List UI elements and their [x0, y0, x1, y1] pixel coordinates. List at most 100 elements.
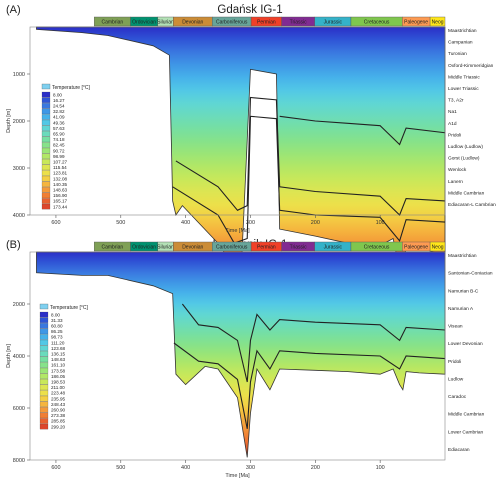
period-label: Triassic [290, 20, 308, 26]
legend-value: 223.48 [51, 391, 65, 396]
horizon-line [175, 96, 446, 216]
legend-value: 148.63 [51, 357, 65, 362]
x-axis-label: Time [Ma] [225, 473, 250, 479]
formation-label: Visean [448, 324, 463, 330]
legend-value: 211.00 [51, 385, 65, 390]
x-tick-label: 400 [181, 465, 190, 471]
legend-value: 74.18 [53, 137, 65, 142]
legend-title: Temperature [°C] [50, 305, 88, 311]
legend-value: 248.43 [51, 402, 65, 407]
legend-swatch [39, 345, 49, 351]
period-label: Neog [432, 245, 444, 251]
period-label: Jurassic [324, 20, 343, 26]
legend-swatch [39, 362, 49, 368]
legend-swatch [41, 175, 51, 182]
legend-value: 299.20 [51, 424, 65, 429]
legend-value: 16.27 [53, 98, 65, 103]
period-label: Paleogene [404, 20, 428, 26]
legend-value: 98.99 [53, 154, 65, 159]
legend-swatch [39, 412, 49, 419]
y-tick-label: 2000 [13, 302, 25, 308]
legend-swatch [39, 384, 49, 391]
legend-swatch [39, 395, 49, 402]
legend-value: 98.73 [51, 335, 63, 340]
legend-swatch [41, 103, 51, 109]
x-tick-label: 600 [51, 465, 60, 471]
legend-value: 49.36 [53, 120, 65, 125]
chart-panel-b: Cambrian Ordovician Silurian Devonian Carbon… [6, 241, 493, 479]
period-label: Cambrian [102, 20, 124, 26]
x-tick-label: 200 [311, 220, 320, 226]
period-label: Neog [432, 20, 444, 26]
formation-label: Gorst (Ludlow) [448, 156, 480, 162]
legend-swatch [41, 192, 51, 199]
horizon-line [181, 303, 446, 383]
legend-value: 8.00 [51, 312, 60, 317]
panel-label-b: (B) [6, 239, 21, 251]
legend-value: 285.85 [51, 419, 65, 424]
legend-swatch [39, 423, 49, 430]
formation-label: Middle Cambrian [448, 190, 485, 196]
period-label: Paleogene [404, 245, 428, 251]
period-label: Cambrian [102, 245, 124, 251]
legend-swatch [39, 323, 49, 329]
y-tick-label: 4000 [13, 213, 25, 219]
legend-value: 115.54 [53, 165, 67, 170]
x-tick-label: 500 [116, 465, 125, 471]
period-label: Cretaceous [364, 20, 390, 26]
legend-value: 107.27 [53, 160, 67, 165]
formation-label: Lanern [448, 179, 463, 185]
period-label: Silurian [157, 245, 174, 251]
y-tick-label: 3000 [13, 166, 25, 172]
legend-value: 123.81 [53, 171, 67, 176]
legend-value: 123.68 [51, 346, 65, 351]
x-tick-label: 100 [376, 465, 385, 471]
legend-swatch [41, 114, 51, 120]
legend-swatch [39, 367, 49, 374]
period-label: Triassic [290, 245, 308, 251]
formation-label: Pridoli [448, 359, 461, 365]
legend-swatch [39, 401, 49, 407]
legend-swatch [39, 390, 49, 396]
legend-title-swatch [39, 303, 49, 310]
x-tick-label: 500 [116, 220, 125, 226]
formation-label: Middle Cambrian [448, 412, 485, 418]
legend-value: 132.08 [53, 176, 67, 181]
legend-swatch [41, 136, 51, 143]
legend-swatch [41, 91, 51, 98]
formation-label: Santonian-Coniacian [448, 271, 493, 277]
legend-value: 90.72 [53, 148, 65, 153]
legend-value: 165.17 [53, 199, 67, 204]
legend-value: 60.80 [51, 324, 63, 329]
legend-swatch [41, 125, 51, 131]
period-label: Carboniferous [216, 20, 248, 26]
period-label: Silurian [157, 20, 174, 26]
legend-value: 235.95 [51, 396, 65, 401]
formation-label: Lower Cambrian [448, 429, 484, 435]
legend-swatch [39, 317, 49, 323]
legend-swatch [41, 97, 51, 103]
formation-label: Ludlow [448, 376, 464, 382]
legend-swatch [41, 181, 51, 187]
formation-label: Na1 [448, 109, 457, 115]
legend-swatch [41, 164, 51, 171]
period-label: Devonian [182, 20, 203, 26]
legend-value: 161.10 [51, 363, 65, 368]
formation-label: Ediacaran [448, 447, 470, 453]
period-box [429, 241, 446, 252]
formation-label: Lower Triassic [448, 86, 479, 92]
legend-value: 136.15 [51, 352, 65, 357]
formation-label: A1d [448, 121, 457, 127]
legend-value: 82.45 [53, 143, 65, 148]
formation-label: Maastrichtian [448, 28, 477, 34]
horizon-line [172, 115, 446, 244]
legend-swatch [39, 311, 49, 318]
formation-label: Turonian [448, 51, 467, 57]
legend-swatch [39, 379, 49, 385]
legend-swatch [41, 119, 51, 126]
legend-swatch [39, 339, 49, 346]
legend-swatch [41, 198, 51, 204]
y-tick-label: 6000 [13, 406, 25, 412]
formation-label: Middle Triassic [448, 74, 480, 80]
period-label: Cretaceous [364, 245, 390, 251]
